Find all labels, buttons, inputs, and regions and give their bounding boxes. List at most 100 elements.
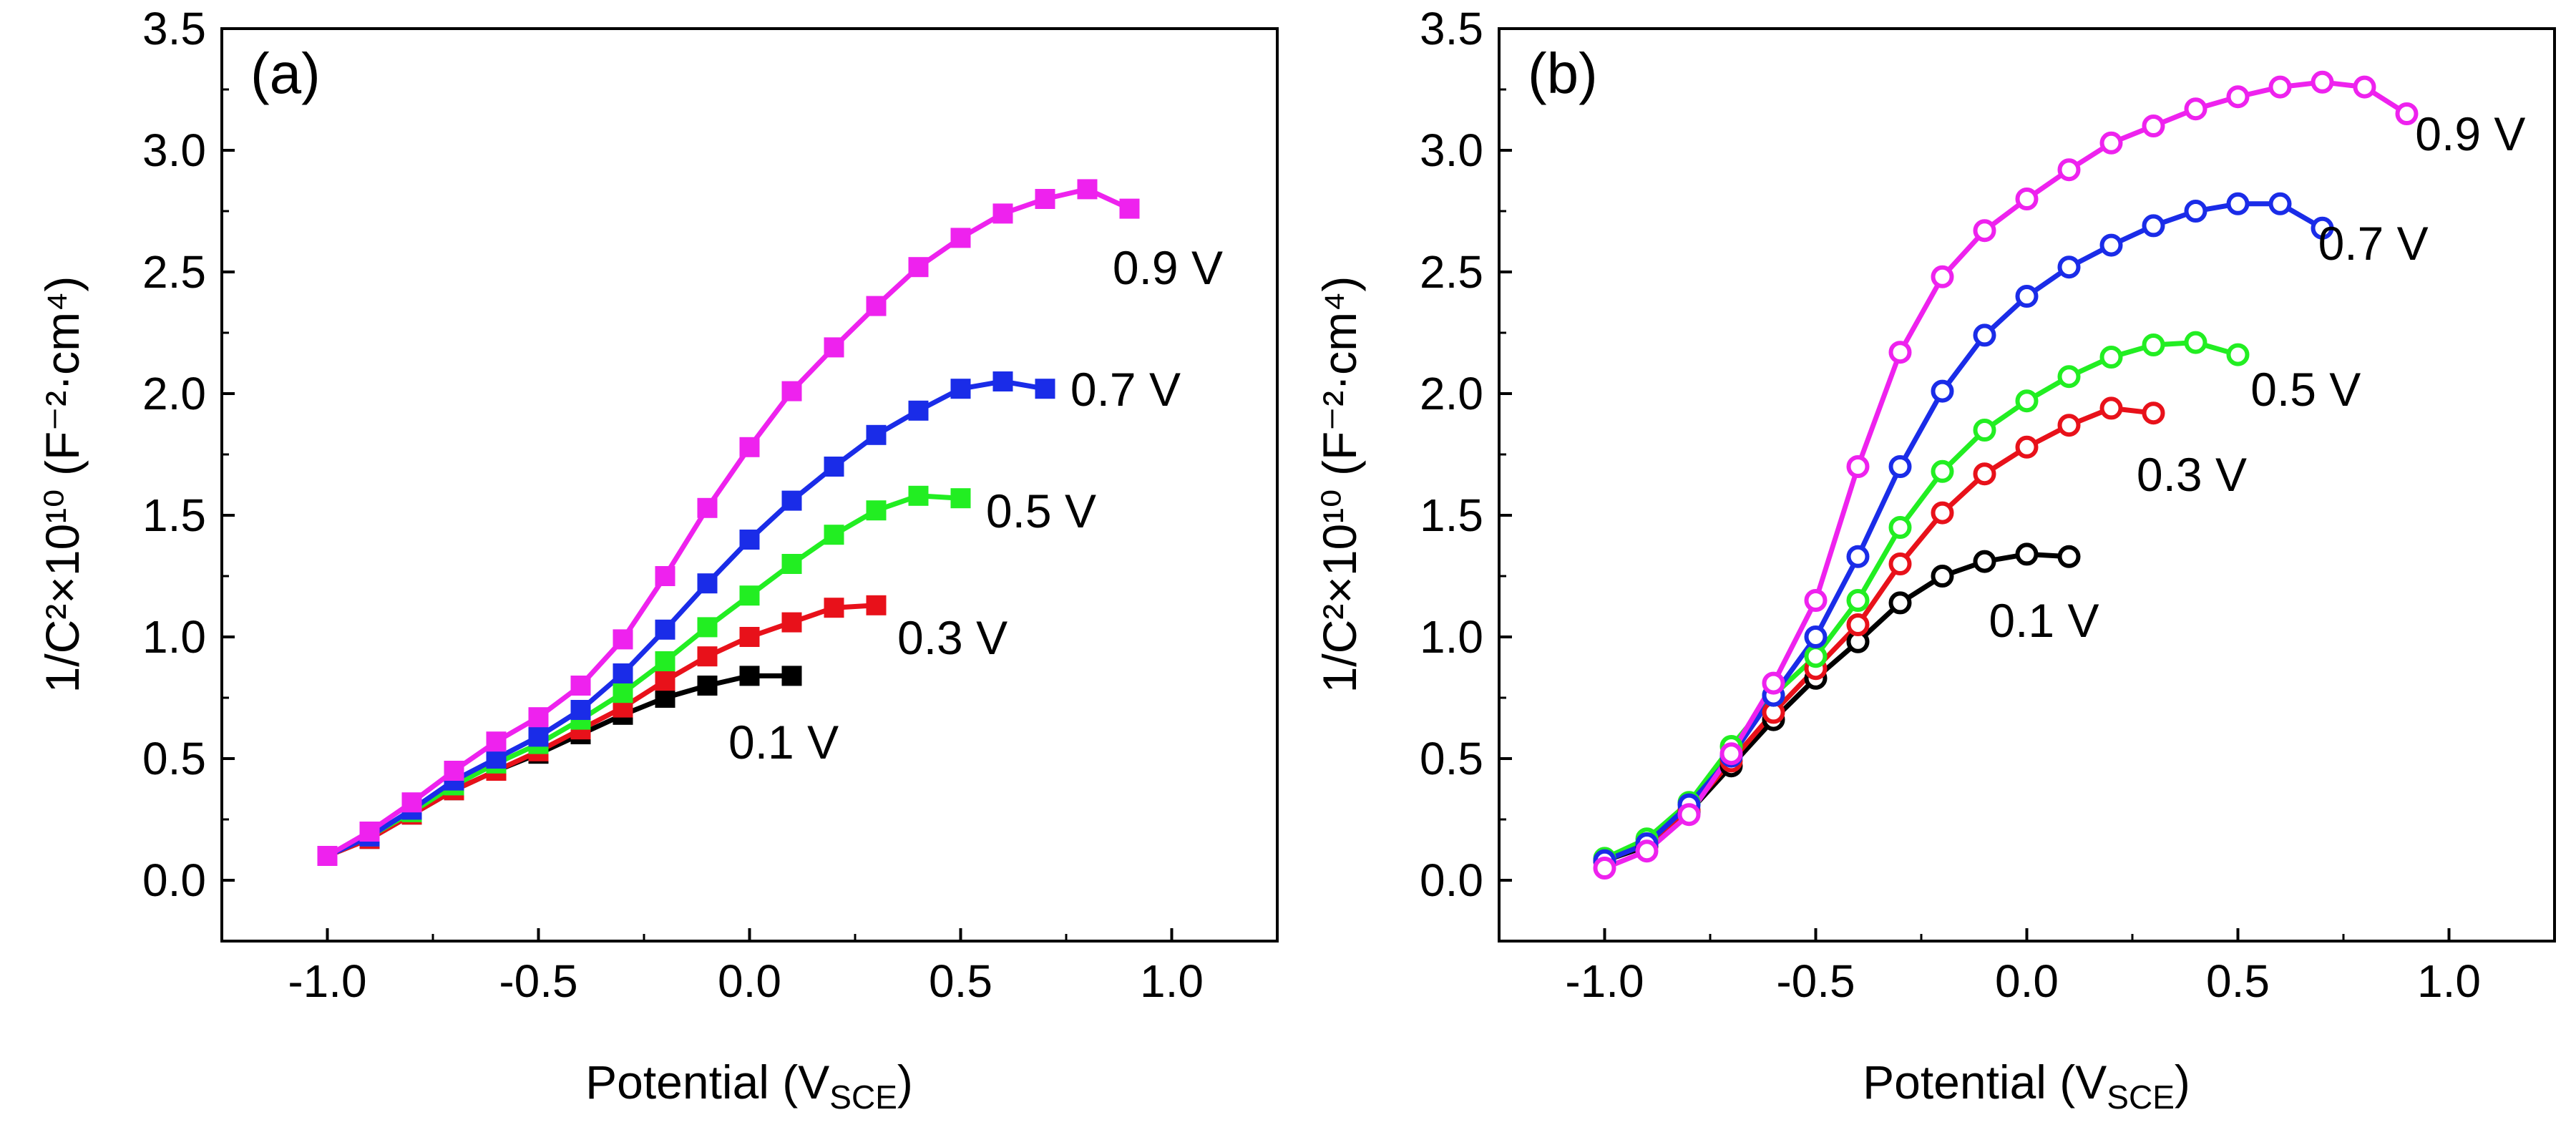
x-tick-label: 0.0	[1995, 955, 2059, 1007]
series-markers	[317, 179, 1140, 866]
data-point	[739, 627, 760, 647]
data-point	[1931, 565, 1954, 588]
data-point	[2057, 365, 2081, 389]
data-point	[866, 595, 887, 615]
data-point	[2184, 331, 2207, 354]
data-point	[781, 554, 802, 574]
data-point	[1804, 645, 1828, 668]
data-point	[613, 629, 633, 650]
y-tick-label: 3.5	[1420, 3, 1483, 54]
data-point	[2057, 414, 2081, 437]
data-point	[1119, 198, 1140, 219]
x-axis-title: Potential (VSCE)	[585, 1056, 913, 1116]
panel-label: (b)	[1528, 42, 1598, 105]
data-point	[2268, 192, 2292, 215]
series-label: 0.9 V	[2415, 107, 2525, 160]
data-point	[2226, 343, 2250, 366]
series-label: 0.3 V	[897, 611, 1008, 664]
data-point	[739, 666, 760, 686]
data-point	[908, 400, 929, 421]
data-point	[2142, 333, 2165, 356]
series-label: 0.5 V	[986, 484, 1096, 537]
data-point	[1035, 379, 1055, 399]
data-point	[908, 485, 929, 506]
series-label: 0.1 V	[1989, 594, 2099, 647]
data-point	[655, 651, 675, 671]
data-point	[1635, 839, 1659, 863]
data-point	[2015, 188, 2039, 210]
x-tick-label: 0.5	[929, 955, 992, 1007]
series-line-0-5V	[1604, 340, 2239, 861]
data-point	[401, 792, 422, 813]
data-point	[781, 666, 802, 686]
data-point	[866, 500, 887, 521]
y-tick-label: 3.0	[1420, 125, 1483, 176]
data-point	[2184, 200, 2207, 223]
data-point	[1762, 671, 1785, 695]
data-point	[613, 663, 633, 683]
ticks: -1.0 -0.5 0.0 0.5 1.0 0.0 0.5 1.0 1.5 2.0 2.5 3.0 3.…	[142, 3, 1279, 1007]
y-tick-label: 0.0	[142, 854, 206, 906]
data-point	[781, 490, 802, 511]
data-point	[1888, 455, 1912, 478]
data-point	[950, 228, 971, 248]
series-markers	[1593, 70, 2419, 880]
series-labels: 0.1 V 0.3 V 0.5 V 0.7 V 0.9 V	[728, 241, 1223, 769]
x-tick-label: -0.5	[1776, 955, 1855, 1007]
data-point	[528, 726, 549, 747]
series-label: 0.3 V	[2137, 448, 2247, 501]
y-tick-label: 2.5	[1420, 246, 1483, 298]
data-point	[697, 617, 718, 638]
y-tick-label: 1.0	[142, 611, 206, 663]
data-point	[1846, 589, 1870, 612]
x-tick-label: 0.5	[2206, 955, 2270, 1007]
y-tick-label: 1.5	[142, 490, 206, 541]
data-point	[1931, 501, 1954, 525]
y-tick-label: 3.0	[142, 125, 206, 176]
data-point	[739, 530, 760, 550]
data-point	[2184, 97, 2207, 121]
data-point	[1888, 552, 1912, 575]
data-point	[781, 381, 802, 401]
y-axis-title: 1/C²×10¹⁰ (F⁻²·cm⁴)	[1313, 276, 1366, 693]
data-point	[2099, 131, 2123, 155]
y-tick-label: 1.5	[1420, 490, 1483, 541]
data-point	[2015, 542, 2039, 566]
data-point	[1973, 323, 1996, 347]
data-point	[2311, 70, 2334, 94]
data-point	[2395, 102, 2419, 125]
y-tick-label: 2.5	[142, 246, 206, 298]
data-point	[824, 337, 844, 358]
data-point	[2015, 389, 2039, 413]
x-tick-label: -1.0	[1565, 955, 1644, 1007]
y-tick-label: 3.5	[142, 3, 206, 54]
data-point	[697, 497, 718, 518]
series-line-0-5V	[326, 493, 961, 859]
panel-b: -1.0 -0.5 0.0 0.5 1.0 0.0 0.5 1.0 1.5 2.0 2.5 3.0 3.…	[1313, 3, 2556, 1116]
data-point	[1677, 803, 1701, 827]
data-point	[1973, 419, 1996, 442]
data-point	[1973, 219, 1996, 243]
data-point	[2099, 396, 2123, 420]
data-point	[1888, 591, 1912, 615]
data-point	[2015, 435, 2039, 459]
x-axis-title: Potential (VSCE)	[1863, 1056, 2190, 1116]
data-point	[486, 749, 507, 769]
data-point	[2099, 233, 2123, 257]
data-point	[992, 371, 1013, 391]
y-tick-label: 2.0	[1420, 368, 1483, 419]
data-point	[950, 488, 971, 509]
data-point	[486, 731, 507, 752]
data-point	[1804, 625, 1828, 648]
data-point	[444, 761, 464, 781]
series-label: 0.7 V	[2318, 217, 2429, 270]
data-point	[1846, 613, 1870, 636]
data-point	[824, 457, 844, 477]
data-point	[2057, 545, 2081, 568]
data-point	[697, 646, 718, 667]
data-point	[2268, 75, 2292, 99]
y-tick-label: 1.0	[1420, 611, 1483, 663]
data-point	[2142, 115, 2165, 137]
data-point	[359, 822, 380, 842]
